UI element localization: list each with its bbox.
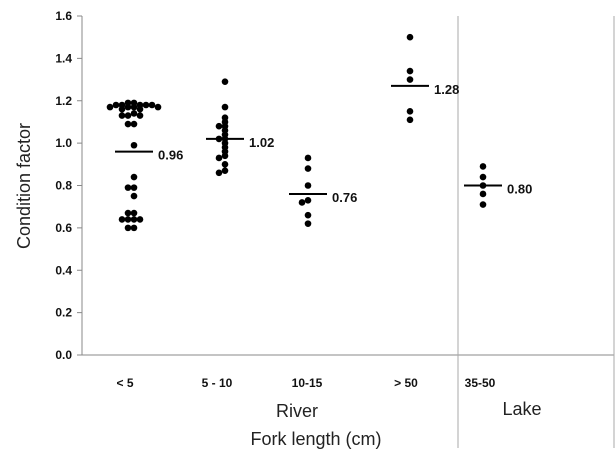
data-point <box>215 154 223 162</box>
data-points <box>106 33 487 232</box>
data-point <box>130 184 138 191</box>
y-tick-label: 1.4 <box>55 51 72 65</box>
y-tick-label: 0.4 <box>55 263 72 277</box>
x-tick-label: 10-15 <box>292 376 323 390</box>
data-point <box>221 167 229 174</box>
data-point <box>124 184 132 191</box>
data-point <box>118 105 126 113</box>
data-point <box>221 161 229 168</box>
y-axis-title: Condition factor <box>14 123 34 249</box>
chart-axes <box>81 16 615 448</box>
x-tick-labels: < 5 5 - 10 10-15 > 50 35-50 <box>116 376 495 390</box>
mean-value-label: 0.76 <box>332 190 357 205</box>
data-point <box>221 103 229 111</box>
data-point <box>136 112 144 119</box>
data-point <box>479 173 487 181</box>
data-point <box>130 120 138 128</box>
data-point <box>124 112 132 119</box>
data-point <box>142 101 150 109</box>
data-point <box>406 67 414 75</box>
data-point <box>130 224 138 232</box>
data-point <box>406 76 414 83</box>
data-point <box>130 110 138 117</box>
y-tick-label: 1.6 <box>55 9 72 23</box>
mean-markers: 0.96 1.02 0.76 1.28 0.80 <box>115 82 532 205</box>
y-tick-label: 0.2 <box>55 306 72 320</box>
y-tick-label: 1.0 <box>55 136 72 150</box>
x-tick-label: 5 - 10 <box>202 376 233 390</box>
data-point <box>118 216 126 223</box>
data-point <box>124 103 132 111</box>
data-point <box>215 169 223 177</box>
y-tick-labels: 0.0 0.2 0.4 0.6 0.8 1.0 1.2 1.4 1.6 <box>55 9 82 362</box>
data-point <box>130 209 138 217</box>
data-point <box>130 141 138 149</box>
data-point <box>124 209 132 217</box>
y-tick-label: 0.6 <box>55 221 72 235</box>
data-point <box>124 120 132 128</box>
mean-value-label: 0.80 <box>507 182 532 197</box>
data-point <box>304 165 312 172</box>
mean-value-label: 1.02 <box>249 135 274 150</box>
group-title-lake: Lake <box>502 399 541 419</box>
data-point <box>304 220 312 227</box>
data-point <box>304 154 312 162</box>
data-point <box>130 103 138 111</box>
data-point <box>118 112 126 119</box>
y-tick-label: 0.8 <box>55 179 72 193</box>
data-point <box>136 105 144 113</box>
group-title-river: River <box>276 401 318 421</box>
data-point <box>215 122 223 130</box>
y-tick-label: 0.0 <box>55 348 72 362</box>
data-point <box>154 103 162 111</box>
data-point <box>406 116 414 124</box>
mean-value-label: 0.96 <box>158 148 183 163</box>
data-point <box>479 201 487 208</box>
data-point <box>130 216 138 223</box>
data-point <box>106 103 114 111</box>
data-point <box>112 101 120 109</box>
data-point <box>304 182 312 189</box>
data-point <box>221 152 229 160</box>
x-axis-title: Fork length (cm) <box>250 429 381 449</box>
data-point <box>130 192 138 200</box>
data-point <box>406 33 414 41</box>
data-point <box>124 224 132 232</box>
data-point <box>304 197 312 204</box>
data-point <box>124 216 132 223</box>
x-tick-label: < 5 <box>116 376 133 390</box>
data-point <box>130 173 138 181</box>
data-point <box>221 78 229 85</box>
y-tick-label: 1.2 <box>55 94 72 108</box>
data-point <box>304 211 312 219</box>
data-point <box>298 199 306 206</box>
mean-value-label: 1.28 <box>434 82 459 97</box>
x-tick-label: > 50 <box>394 376 418 390</box>
data-point <box>479 163 487 170</box>
data-point <box>479 190 487 198</box>
data-point <box>406 108 414 115</box>
data-point <box>148 101 156 109</box>
data-point <box>136 216 144 223</box>
x-tick-label: 35-50 <box>465 376 496 390</box>
